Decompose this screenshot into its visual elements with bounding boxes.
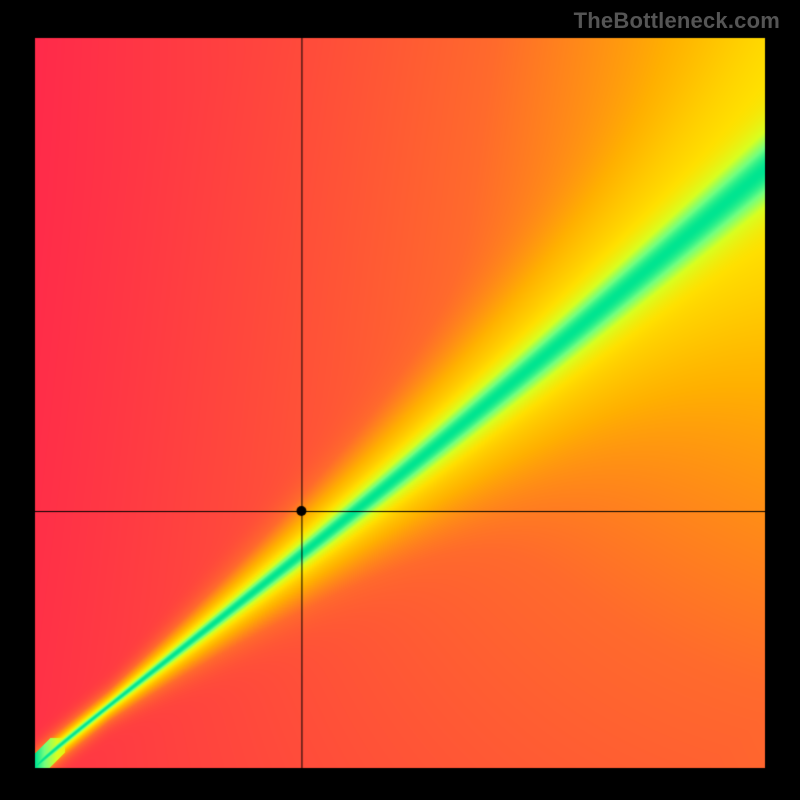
- watermark-text: TheBottleneck.com: [574, 8, 780, 34]
- bottleneck-heatmap: [0, 0, 800, 800]
- chart-container: TheBottleneck.com: [0, 0, 800, 800]
